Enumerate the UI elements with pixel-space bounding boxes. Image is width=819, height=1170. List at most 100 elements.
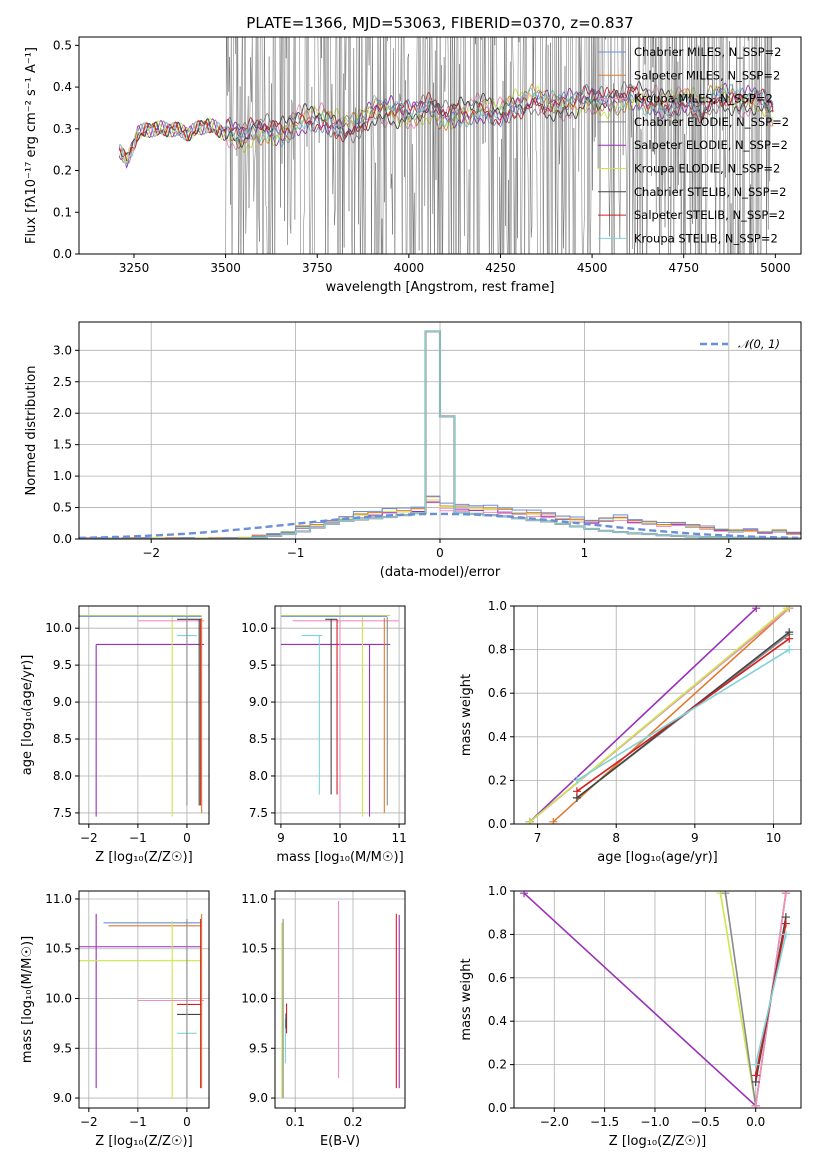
plot-area [79,913,205,1099]
spectrum-data-line [225,37,772,254]
legend-entry: Salpeter MILES, N_SSP=2 [634,68,780,82]
legend-entry: 𝒩(0, 1) [738,337,780,351]
cumulative-marker [781,930,790,939]
x-tick-label: 2 [725,546,733,560]
panels: Chabrier MILES, N_SSP=2 Salpeter MILES, N… [20,36,802,1149]
plot-area [281,900,400,1099]
plot-area [79,330,801,539]
x-axis-label: age [log₁₀(age/yr)] [597,850,718,865]
x-tick-label: −2 [80,831,98,845]
cumulative-marker [751,1071,760,1080]
histogram-main-overlay [79,330,801,539]
y-tick-label: 1.5 [53,438,72,452]
x-axis-label: wavelength [Angstrom, rest frame] [326,280,555,295]
y-tick-label: 0.8 [488,643,507,657]
x-tick-label: 0.0 [746,1115,765,1129]
cumulative-line [719,893,757,1106]
panel-mass_vs_ebv: 0.1 0.2 9.0 9.5 10.0 10.5 11.0 E(B-V) [241,890,406,1149]
cumulative-line [523,892,757,1107]
x-tick-label: 4750 [668,261,699,275]
cumulative-line [552,607,790,823]
x-tick-label: 0.2 [343,1115,362,1129]
cumulative-marker [572,787,581,796]
cumulative-marker [752,606,761,613]
panel-mass_vs_Z: −2 −1 0 9.0 9.5 10.0 10.5 11.0 Z [log₁₀(Z/Z☉)] ma… [20,890,210,1149]
legend-entry: Salpeter ELODIE, N_SSP=2 [634,138,788,152]
x-tick-label: 4000 [394,261,425,275]
y-tick-label: 0.0 [488,1101,507,1115]
y-tick-label: 1.0 [53,469,72,483]
y-tick-label: 7.5 [249,806,268,820]
x-tick-label: −2.0 [540,1115,569,1129]
x-tick-label: −0.5 [691,1115,720,1129]
y-tick-label: 2.0 [53,406,72,420]
x-axis-label: Z [log₁₀(Z/Z☉)] [95,1134,192,1149]
x-tick-label: 3500 [210,261,241,275]
x-tick-label: 9 [691,831,699,845]
x-tick-label: 10 [766,831,781,845]
y-tick-label: 9.0 [249,695,268,709]
x-axis-label: (data-model)/error [380,565,501,580]
y-tick-label: 10.5 [241,942,268,956]
y-axis-label: mass [log₁₀(M/M☉)] [20,936,35,1063]
spectrum-model-line [118,83,774,164]
y-tick-label: 0.0 [53,532,72,546]
y-tick-label: 0.6 [488,971,507,985]
y-tick-label: 0.5 [53,501,72,515]
cumulative-marker [751,1060,760,1069]
x-tick-label: 7 [534,831,542,845]
legend-entry: Kroupa STELIB, N_SSP=2 [634,231,778,245]
y-tick-label: 0.4 [488,1014,507,1028]
y-tick-label: 0.3 [53,122,72,136]
y-tick-label: 10.0 [241,621,268,635]
legend-entry: Kroupa ELODIE, N_SSP=2 [634,162,780,176]
x-tick-label: −1.0 [640,1115,669,1129]
figure-title: PLATE=1366, MJD=53063, FIBERID=0370, z=0… [246,14,633,32]
cumulative-line [529,607,757,823]
plot-area [79,615,205,817]
legend-entry: Salpeter STELIB, N_SSP=2 [634,208,785,222]
legend-entry: Kroupa MILES, N_SSP=2 [634,92,773,106]
spectrum-model-line [118,80,774,158]
x-tick-label: 0 [436,546,444,560]
y-tick-label: 9.0 [53,1091,72,1105]
panel-massweight_vs_age: 7 8 9 10 0.0 0.2 0.4 0.6 0.8 1.0 age [log₁₀(age/yr… [459,599,802,865]
y-tick-label: 0.1 [53,205,72,219]
cumulative-marker [781,919,790,928]
normal-curve [79,512,799,539]
y-tick-label: 9.5 [53,1041,72,1055]
cumulative-marker [572,776,581,785]
x-tick-label: 4250 [485,261,516,275]
spectrum-model-line [118,83,774,164]
y-tick-label: 0.2 [488,773,507,787]
y-axis-label: age [log₁₀(age/yr)] [20,655,35,776]
y-tick-label: 10.0 [45,621,72,635]
x-tick-label: −1 [287,546,305,560]
cumulative-marker [721,891,730,898]
x-tick-label: −1 [129,1115,147,1129]
y-tick-label: 0.2 [53,164,72,178]
x-tick-label: 8 [612,831,620,845]
cumulative-marker [785,634,794,643]
y-tick-label: 1.0 [488,884,507,898]
cumulative-marker [525,817,534,824]
y-tick-label: 0.4 [53,80,72,94]
x-tick-label: 0 [183,831,191,845]
y-tick-label: 9.5 [249,1041,268,1055]
plot-area [520,891,790,1108]
y-tick-label: 8.0 [249,769,268,783]
y-axis-label: mass weight [459,958,474,1040]
y-tick-label: 8.0 [53,769,72,783]
plot-area [118,37,774,254]
cumulative-marker [782,606,791,613]
y-tick-label: 0.4 [488,730,507,744]
panel-age_vs_mass: 9 10 11 7.5 8.0 8.5 9.0 9.5 10.0 mass [log₁₀(M/M☉… [241,605,407,865]
x-tick-label: 3750 [302,261,333,275]
cumulative-line [529,607,788,823]
x-axis-label: Z [log₁₀(Z/Z☉)] [95,850,192,865]
y-tick-label: 7.5 [53,806,72,820]
axes-frame [78,890,210,1109]
legend: 𝒩(0, 1) [700,337,780,351]
panel-massweight_vs_Z: −2.0 −1.5 −1.0 −0.5 0.0 0.0 0.2 0.4 0.6 0.8 1.0 Z [… [459,884,802,1149]
panel-age_vs_Z: −2 −1 0 7.5 8.0 8.5 9.0 9.5 10.0 Z [log₁₀(Z/Z☉)] a… [20,605,210,865]
